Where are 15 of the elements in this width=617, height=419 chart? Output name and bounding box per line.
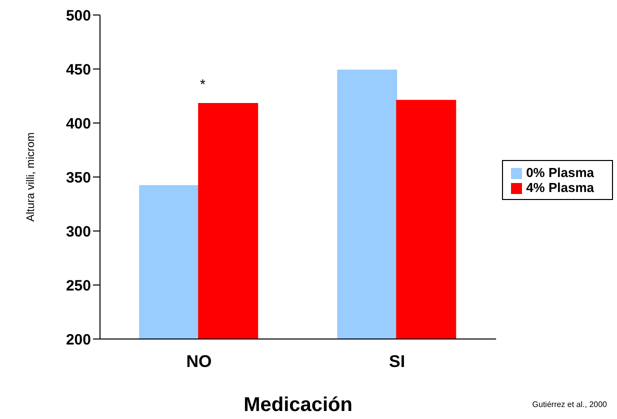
y-tick-label: 250 xyxy=(66,277,91,294)
text: Gutiérrez et al., 2000 xyxy=(532,400,607,409)
x-axis-title: Medicación xyxy=(244,394,352,416)
legend-label: 4% Plasma xyxy=(526,180,594,194)
y-tick-label: 300 xyxy=(66,223,91,240)
y-tick-label: 200 xyxy=(66,331,91,348)
y-axis-title: Altura villi, microm xyxy=(24,132,37,222)
annotation: * xyxy=(200,76,206,92)
y-tick-label: 450 xyxy=(66,61,91,78)
legend-label: 0% Plasma xyxy=(526,164,594,180)
y-tick-label: 500 xyxy=(66,7,91,24)
x-tick-label: NO xyxy=(186,352,212,372)
y-tick-label: 400 xyxy=(66,115,91,132)
x-tick-label: SI xyxy=(389,352,406,372)
y-tick-label: 350 xyxy=(66,169,91,186)
